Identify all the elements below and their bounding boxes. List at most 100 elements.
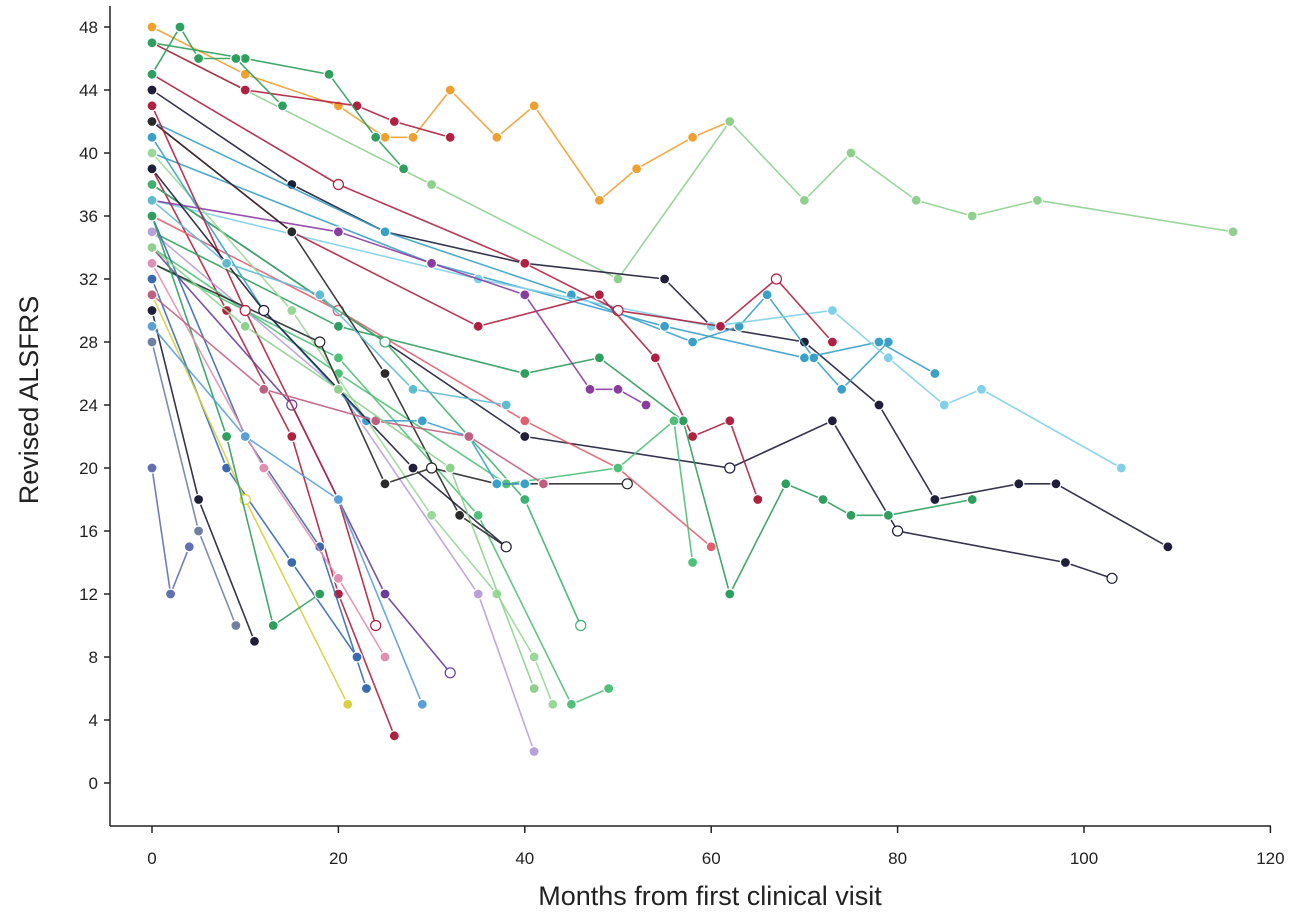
data-point xyxy=(314,289,326,301)
data-point xyxy=(146,115,158,128)
patient-trajectory xyxy=(146,37,456,143)
data-point xyxy=(519,257,531,269)
patient-trajectory xyxy=(146,178,587,632)
data-point xyxy=(426,509,438,521)
data-point xyxy=(1031,194,1044,206)
patient-trajectory xyxy=(146,115,894,395)
y-tick-label: 16 xyxy=(79,522,98,541)
data-point xyxy=(752,493,764,506)
data-point xyxy=(426,462,438,474)
trajectory-line xyxy=(151,168,507,548)
trajectory-line xyxy=(151,120,889,391)
data-point xyxy=(146,163,158,175)
data-point xyxy=(621,478,633,490)
data-point xyxy=(528,745,540,758)
data-point xyxy=(146,84,158,96)
patient-trajectory xyxy=(146,226,540,758)
patient-trajectory xyxy=(146,147,941,380)
data-point xyxy=(1115,462,1127,474)
data-point xyxy=(565,698,578,710)
data-point xyxy=(882,509,894,521)
data-point xyxy=(891,525,904,537)
data-point xyxy=(798,336,811,348)
data-point xyxy=(388,115,400,128)
data-point xyxy=(724,588,736,600)
data-point xyxy=(379,651,391,663)
data-point xyxy=(286,430,298,443)
data-point xyxy=(444,84,456,96)
data-point xyxy=(146,37,158,49)
data-point xyxy=(379,367,391,380)
trajectory-line xyxy=(151,168,396,737)
data-point xyxy=(500,541,512,553)
data-point xyxy=(882,352,894,364)
data-point xyxy=(146,289,158,301)
data-point xyxy=(146,194,158,206)
data-point xyxy=(388,730,400,742)
data-point xyxy=(221,257,233,269)
patient-trajectory xyxy=(146,37,1239,285)
data-point xyxy=(612,462,624,474)
data-point xyxy=(444,462,456,474)
trajectory-line xyxy=(151,231,973,597)
data-point xyxy=(426,257,438,269)
data-point xyxy=(780,478,792,490)
trajectory-line xyxy=(151,215,368,689)
data-point xyxy=(444,131,456,143)
data-point xyxy=(351,651,363,663)
data-point xyxy=(230,619,242,632)
data-point xyxy=(407,131,419,143)
data-point xyxy=(826,304,839,317)
data-point xyxy=(332,178,344,191)
data-point xyxy=(612,383,624,395)
data-point xyxy=(658,320,671,332)
data-point xyxy=(239,68,251,80)
data-point xyxy=(686,336,699,348)
data-point xyxy=(519,289,531,301)
data-point xyxy=(351,100,363,112)
data-point xyxy=(1013,478,1025,490)
patient-trajectory xyxy=(146,115,512,553)
data-point xyxy=(724,115,736,128)
data-point xyxy=(258,462,270,474)
data-point xyxy=(332,226,344,238)
x-tick-label: 60 xyxy=(702,849,721,868)
data-point xyxy=(500,399,512,411)
data-point xyxy=(146,147,158,159)
patient-trajectory xyxy=(146,336,242,632)
data-point xyxy=(472,588,484,600)
x-tick-label: 80 xyxy=(888,849,907,868)
data-point xyxy=(332,320,344,332)
data-point xyxy=(146,178,158,191)
y-tick-label: 0 xyxy=(89,774,98,793)
trajectory-line xyxy=(151,26,731,202)
data-point xyxy=(323,68,335,80)
data-point xyxy=(407,383,419,395)
patient-trajectory xyxy=(146,320,428,710)
data-point xyxy=(146,131,158,143)
data-point xyxy=(910,194,922,206)
x-tick-label: 20 xyxy=(329,849,348,868)
patient-trajectory xyxy=(146,194,512,411)
data-point xyxy=(1106,572,1118,584)
y-tick-label: 28 xyxy=(79,333,98,352)
data-point xyxy=(575,619,587,632)
data-point xyxy=(416,415,428,427)
data-point xyxy=(668,415,680,427)
data-point xyxy=(537,478,550,490)
y-tick-label: 40 xyxy=(79,144,98,163)
data-point xyxy=(724,415,736,427)
data-point xyxy=(221,430,233,443)
data-point xyxy=(314,588,326,600)
data-point xyxy=(686,131,699,143)
data-point xyxy=(1162,541,1174,553)
data-point xyxy=(379,336,391,348)
trajectory-line xyxy=(151,183,582,626)
x-ticks: 0 20 40 60 80 100 120 xyxy=(147,826,1285,868)
y-tick-label: 36 xyxy=(79,207,98,226)
data-point xyxy=(239,430,251,443)
data-point xyxy=(929,493,941,506)
trajectory-line xyxy=(151,25,284,107)
data-point xyxy=(705,320,717,332)
data-point xyxy=(1050,478,1062,490)
